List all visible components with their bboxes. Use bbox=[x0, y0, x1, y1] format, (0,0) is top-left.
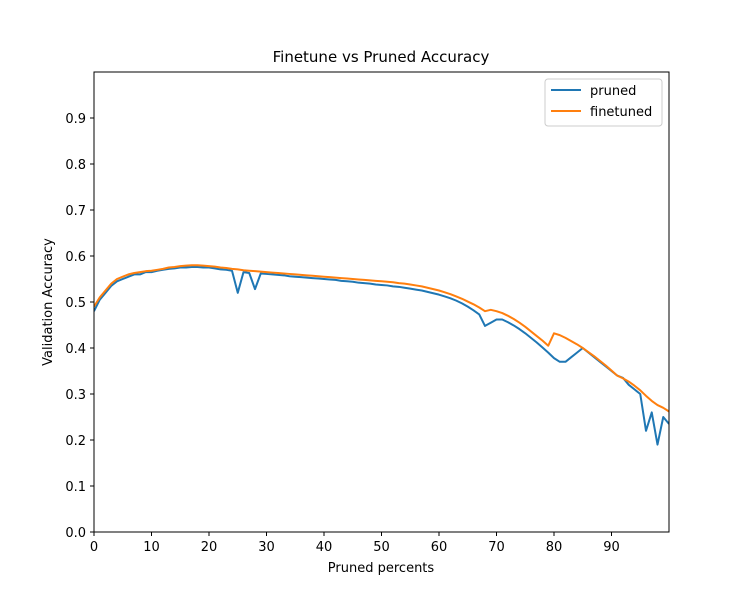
legend-label-pruned: pruned bbox=[590, 84, 636, 99]
series-line-pruned bbox=[94, 266, 669, 446]
y-tick-label: 0.8 bbox=[65, 158, 86, 173]
x-tick-label: 50 bbox=[373, 540, 390, 555]
y-tick-label: 0.9 bbox=[65, 112, 86, 127]
y-tick-label: 0.5 bbox=[65, 296, 86, 311]
y-tick-label: 0.1 bbox=[65, 480, 86, 495]
y-tick-label: 0.0 bbox=[65, 526, 86, 541]
y-tick-label: 0.2 bbox=[65, 434, 86, 449]
legend: pruned finetuned bbox=[544, 78, 663, 127]
x-tick-label: 10 bbox=[143, 540, 160, 555]
y-tick-label: 0.4 bbox=[65, 342, 86, 357]
x-tick-label: 80 bbox=[546, 540, 563, 555]
series-layer bbox=[94, 264, 669, 446]
x-tick-label: 30 bbox=[258, 540, 275, 555]
legend-label-finetuned: finetuned bbox=[590, 105, 652, 120]
x-tick-label: 70 bbox=[488, 540, 505, 555]
y-tick-label: 0.3 bbox=[65, 388, 86, 403]
plot-area bbox=[93, 71, 670, 533]
axes-background bbox=[94, 72, 669, 532]
y-axis-label: Validation Accuracy bbox=[41, 238, 56, 366]
series-line-finetuned bbox=[94, 264, 669, 413]
x-axis-label: Pruned percents bbox=[328, 561, 435, 576]
x-tick-label: 0 bbox=[90, 540, 98, 555]
x-tick-label: 20 bbox=[201, 540, 218, 555]
x-tick-label: 90 bbox=[603, 540, 620, 555]
y-tick-label: 0.6 bbox=[65, 250, 86, 265]
y-axis: 0.0 0.1 0.2 0.3 0.4 0.5 0.6 0.7 0.8 0.9 bbox=[65, 112, 94, 541]
x-axis: 0 10 20 30 40 50 60 70 80 90 bbox=[90, 532, 620, 555]
x-tick-label: 40 bbox=[316, 540, 333, 555]
y-tick-label: 0.7 bbox=[65, 204, 86, 219]
chart-title: Finetune vs Pruned Accuracy bbox=[273, 48, 490, 66]
x-tick-label: 60 bbox=[431, 540, 448, 555]
